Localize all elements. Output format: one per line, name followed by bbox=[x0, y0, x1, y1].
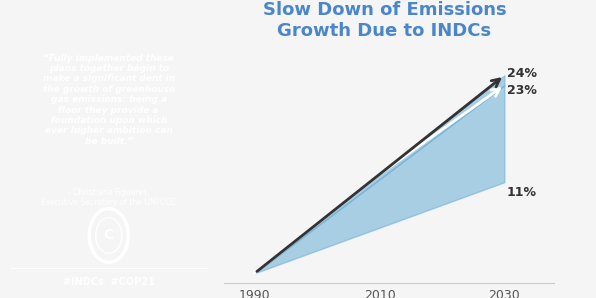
Text: #INDCs  #COP21: #INDCs #COP21 bbox=[63, 277, 154, 287]
Text: C: C bbox=[104, 229, 114, 242]
Text: 24%: 24% bbox=[507, 67, 537, 80]
Text: 23%: 23% bbox=[507, 84, 537, 97]
Text: Slow Down of Emissions
Growth Due to INDCs: Slow Down of Emissions Growth Due to IND… bbox=[263, 1, 506, 40]
Text: 11%: 11% bbox=[507, 186, 537, 198]
Text: - Christiana Figueres,
Executive Secretary of the UNFCCC: - Christiana Figueres, Executive Secreta… bbox=[41, 188, 176, 207]
Text: “Fully implemented these
plans together begin to
make a significant dent in
the : “Fully implemented these plans together … bbox=[43, 54, 175, 146]
